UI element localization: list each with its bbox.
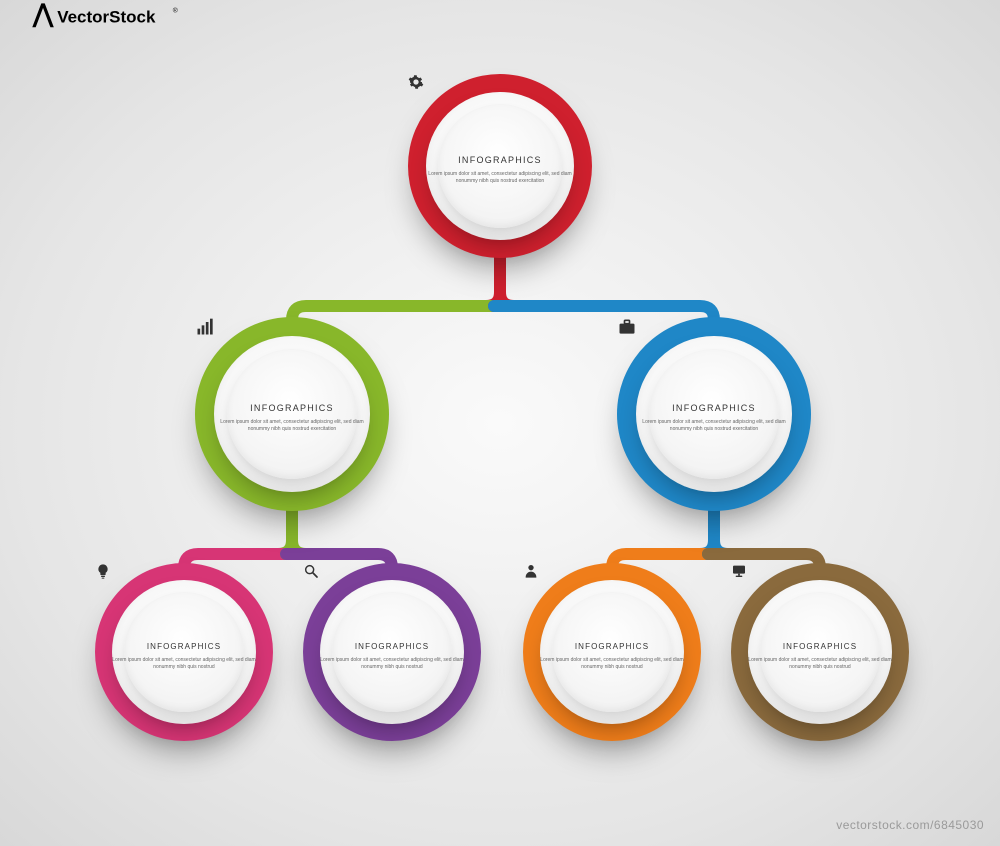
node-content: INFOGRAPHICS Lorem ipsum dolor sit amet, … (408, 74, 592, 258)
node-right: INFOGRAPHICS Lorem ipsum dolor sit amet, … (617, 317, 811, 511)
node-title: INFOGRAPHICS (458, 155, 542, 165)
node-body: Lorem ipsum dolor sit amet, consectetur … (745, 657, 895, 671)
svg-text:VectorStock: VectorStock (57, 8, 156, 27)
node-title: INFOGRAPHICS (147, 642, 221, 651)
connector-root-right (494, 252, 514, 306)
asset-id: vectorstock.com/6845030 (836, 818, 984, 832)
vectorstock-watermark: VectorStock ® (30, 0, 200, 34)
node-left: INFOGRAPHICS Lorem ipsum dolor sit amet, … (195, 317, 389, 511)
node-title: INFOGRAPHICS (783, 642, 857, 651)
node-content: INFOGRAPHICS Lorem ipsum dolor sit amet, … (523, 563, 701, 741)
node-body: Lorem ipsum dolor sit amet, consectetur … (109, 657, 259, 671)
node-body: Lorem ipsum dolor sit amet, consectetur … (631, 419, 797, 433)
svg-text:®: ® (173, 6, 178, 14)
node-body: Lorem ipsum dolor sit amet, consectetur … (209, 419, 375, 433)
node-body: Lorem ipsum dolor sit amet, consectetur … (317, 657, 467, 671)
node-title: INFOGRAPHICS (250, 403, 334, 413)
node-lr: INFOGRAPHICS Lorem ipsum dolor sit amet, … (303, 563, 481, 741)
node-content: INFOGRAPHICS Lorem ipsum dolor sit amet, … (195, 317, 389, 511)
node-content: INFOGRAPHICS Lorem ipsum dolor sit amet, … (617, 317, 811, 511)
node-rr: INFOGRAPHICS Lorem ipsum dolor sit amet, … (731, 563, 909, 741)
node-content: INFOGRAPHICS Lorem ipsum dolor sit amet, … (731, 563, 909, 741)
node-body: Lorem ipsum dolor sit amet, consectetur … (422, 171, 578, 185)
node-content: INFOGRAPHICS Lorem ipsum dolor sit amet, … (303, 563, 481, 741)
node-title: INFOGRAPHICS (355, 642, 429, 651)
node-title: INFOGRAPHICS (672, 403, 756, 413)
node-ll: INFOGRAPHICS Lorem ipsum dolor sit amet, … (95, 563, 273, 741)
node-root: INFOGRAPHICS Lorem ipsum dolor sit amet, … (408, 74, 592, 258)
node-content: INFOGRAPHICS Lorem ipsum dolor sit amet, … (95, 563, 273, 741)
node-rl: INFOGRAPHICS Lorem ipsum dolor sit amet, … (523, 563, 701, 741)
node-title: INFOGRAPHICS (575, 642, 649, 651)
node-body: Lorem ipsum dolor sit amet, consectetur … (537, 657, 687, 671)
